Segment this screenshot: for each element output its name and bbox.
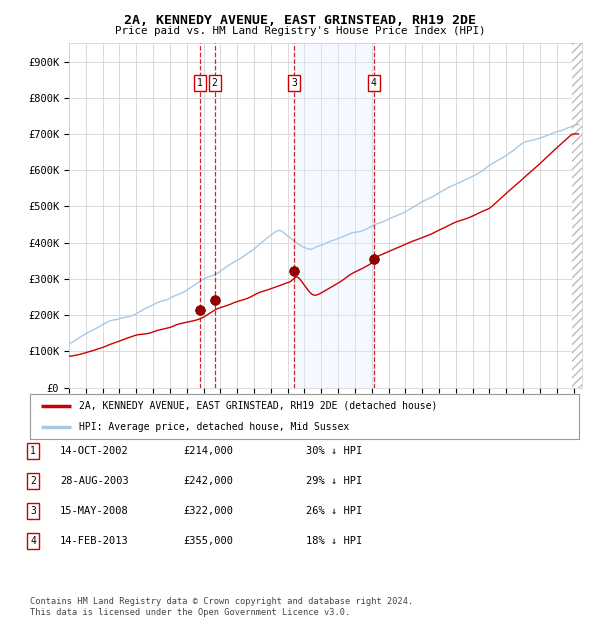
Text: 2A, KENNEDY AVENUE, EAST GRINSTEAD, RH19 2DE (detached house): 2A, KENNEDY AVENUE, EAST GRINSTEAD, RH19… bbox=[79, 401, 438, 411]
Text: £214,000: £214,000 bbox=[183, 446, 233, 456]
Text: £322,000: £322,000 bbox=[183, 506, 233, 516]
Text: 28-AUG-2003: 28-AUG-2003 bbox=[60, 476, 129, 486]
Text: 30% ↓ HPI: 30% ↓ HPI bbox=[306, 446, 362, 456]
Text: £355,000: £355,000 bbox=[183, 536, 233, 546]
Text: 14-OCT-2002: 14-OCT-2002 bbox=[60, 446, 129, 456]
Text: Price paid vs. HM Land Registry's House Price Index (HPI): Price paid vs. HM Land Registry's House … bbox=[115, 26, 485, 36]
Text: £242,000: £242,000 bbox=[183, 476, 233, 486]
Text: 15-MAY-2008: 15-MAY-2008 bbox=[60, 506, 129, 516]
Text: HPI: Average price, detached house, Mid Sussex: HPI: Average price, detached house, Mid … bbox=[79, 422, 350, 432]
Bar bbox=[572, 43, 582, 388]
Text: 14-FEB-2013: 14-FEB-2013 bbox=[60, 536, 129, 546]
Text: 18% ↓ HPI: 18% ↓ HPI bbox=[306, 536, 362, 546]
Text: 2: 2 bbox=[30, 476, 36, 486]
Text: 26% ↓ HPI: 26% ↓ HPI bbox=[306, 506, 362, 516]
Text: 3: 3 bbox=[291, 78, 297, 88]
Text: 2: 2 bbox=[212, 78, 218, 88]
Text: Contains HM Land Registry data © Crown copyright and database right 2024.
This d: Contains HM Land Registry data © Crown c… bbox=[30, 598, 413, 617]
Text: 1: 1 bbox=[30, 446, 36, 456]
Text: 29% ↓ HPI: 29% ↓ HPI bbox=[306, 476, 362, 486]
Text: 1: 1 bbox=[197, 78, 203, 88]
Text: 4: 4 bbox=[30, 536, 36, 546]
Text: 3: 3 bbox=[30, 506, 36, 516]
Bar bbox=[572, 43, 582, 388]
Bar bbox=[294, 43, 374, 388]
Text: 4: 4 bbox=[371, 78, 377, 88]
Text: 2A, KENNEDY AVENUE, EAST GRINSTEAD, RH19 2DE: 2A, KENNEDY AVENUE, EAST GRINSTEAD, RH19… bbox=[124, 14, 476, 27]
